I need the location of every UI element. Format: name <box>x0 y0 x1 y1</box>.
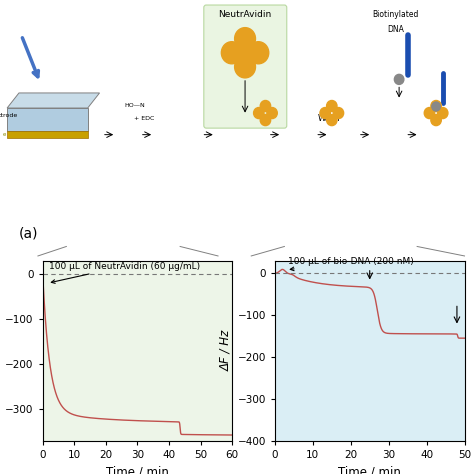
FancyBboxPatch shape <box>204 5 287 128</box>
Circle shape <box>235 27 255 50</box>
Text: e: e <box>2 132 6 137</box>
Circle shape <box>320 108 330 118</box>
Circle shape <box>248 42 269 64</box>
Text: Biotinylated: Biotinylated <box>373 9 419 18</box>
Circle shape <box>327 100 337 111</box>
Y-axis label: ΔF / Hz: ΔF / Hz <box>219 330 232 372</box>
Text: Wash: Wash <box>318 114 341 123</box>
X-axis label: Time / min: Time / min <box>106 465 169 474</box>
Text: (a): (a) <box>18 227 38 241</box>
Text: DNA: DNA <box>387 25 404 34</box>
Circle shape <box>260 100 271 111</box>
Polygon shape <box>7 93 100 108</box>
Circle shape <box>221 42 242 64</box>
Circle shape <box>327 115 337 126</box>
Circle shape <box>333 108 344 118</box>
Text: NeutrAvidin: NeutrAvidin <box>219 9 272 18</box>
Circle shape <box>431 100 441 111</box>
Text: + EDC: + EDC <box>135 116 155 120</box>
Circle shape <box>267 108 277 118</box>
Circle shape <box>239 47 251 59</box>
Text: 100 μL of bio-DNA (200 nM): 100 μL of bio-DNA (200 nM) <box>288 257 414 271</box>
Polygon shape <box>7 131 88 138</box>
Circle shape <box>438 108 448 118</box>
Circle shape <box>431 115 441 126</box>
Circle shape <box>424 108 435 118</box>
Circle shape <box>260 115 271 126</box>
Text: 100 μL of NeutrAvidin (60 μg/mL): 100 μL of NeutrAvidin (60 μg/mL) <box>49 262 200 283</box>
X-axis label: Time / min: Time / min <box>338 465 401 474</box>
Circle shape <box>254 108 264 118</box>
Circle shape <box>394 74 404 84</box>
Polygon shape <box>7 108 88 131</box>
Text: ctrode: ctrode <box>0 113 18 118</box>
Circle shape <box>432 102 440 111</box>
Text: NH₂: NH₂ <box>238 70 252 76</box>
Text: HO—N: HO—N <box>125 103 146 108</box>
Circle shape <box>235 56 255 78</box>
